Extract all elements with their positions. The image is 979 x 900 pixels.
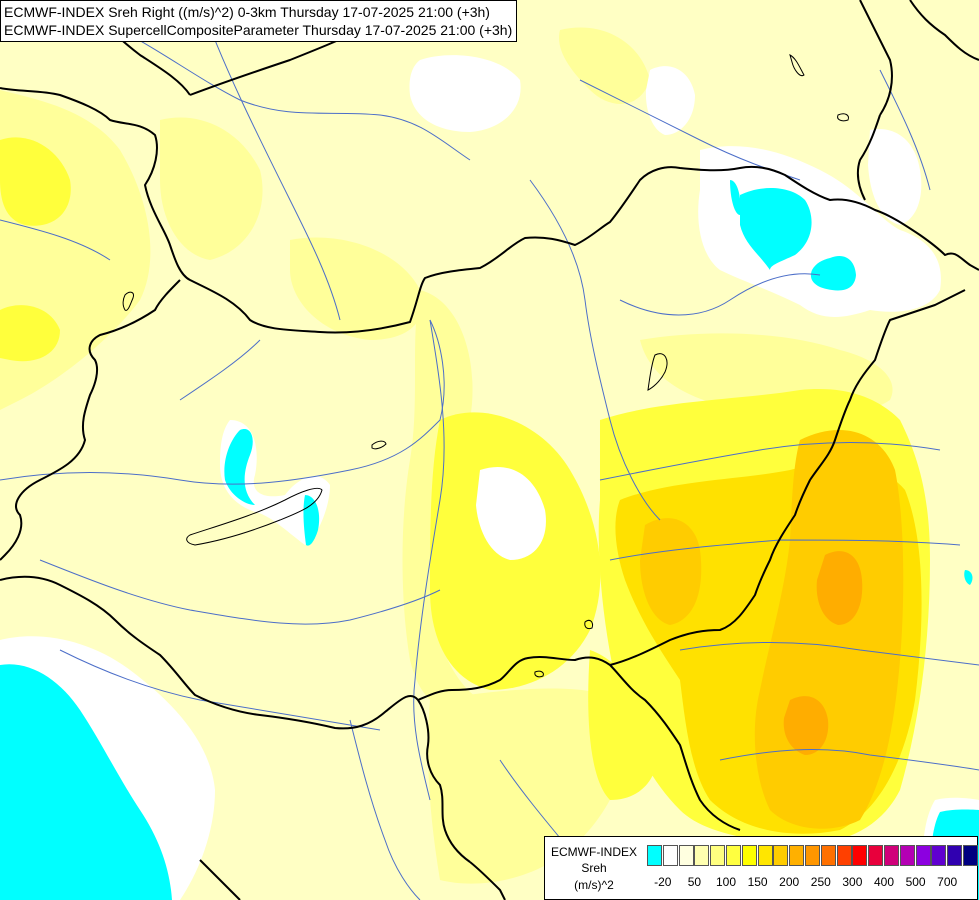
- header-line-1: ECMWF-INDEX Sreh Right ((m/s)^2) 0-3km T…: [4, 4, 490, 20]
- legend-swatch: [963, 845, 978, 866]
- legend-swatch: [884, 845, 899, 866]
- legend-swatch: [773, 845, 789, 866]
- color-legend: ECMWF-INDEX Sreh (m/s)^2 -20 50 100 150 200 2…: [544, 836, 978, 900]
- legend-swatch: [836, 845, 852, 866]
- legend-title-source: ECMWF-INDEX: [551, 845, 637, 859]
- legend-swatch: [741, 845, 757, 866]
- legend-swatch: [868, 845, 884, 866]
- legend-swatch: [789, 845, 805, 866]
- legend-title-parameter: Sreh: [581, 861, 607, 875]
- legend-swatch: [678, 845, 694, 866]
- legend-tick-label: 100: [715, 875, 737, 889]
- legend-title-unit: (m/s)^2: [574, 878, 614, 892]
- sreh-field-orange: [783, 551, 863, 755]
- legend-tick-label: 150: [747, 875, 768, 889]
- legend-swatch: [694, 845, 710, 866]
- legend-tick-label: 50: [687, 875, 702, 889]
- legend-swatch: [805, 845, 820, 866]
- legend-swatch: [757, 845, 773, 866]
- legend-swatch: [662, 845, 678, 866]
- legend-tick-label: 500: [905, 875, 926, 889]
- map-header: ECMWF-INDEX Sreh Right ((m/s)^2) 0-3km T…: [0, 0, 518, 42]
- lake-outlines: [122, 54, 849, 678]
- legend-swatch: [947, 845, 963, 866]
- legend-tick-label: -20: [654, 875, 672, 889]
- legend-tick-label: 250: [810, 875, 831, 889]
- legend-tick-label: 400: [873, 875, 895, 889]
- legend-tick-label: 200: [779, 875, 800, 889]
- legend-swatch: [710, 845, 726, 866]
- legend-swatch: [931, 845, 947, 866]
- legend-tick-label: 700: [937, 875, 958, 889]
- sreh-field-pale: [0, 27, 979, 900]
- legend-swatch: [915, 845, 931, 866]
- legend-tick-label: 300: [842, 875, 863, 889]
- header-line-2: ECMWF-INDEX SupercellCompositeParameter …: [4, 22, 513, 38]
- legend-swatch: [820, 845, 836, 866]
- legend-swatch: [647, 845, 662, 866]
- legend-swatch: [899, 845, 915, 866]
- legend-swatch: [852, 845, 868, 866]
- legend-swatch: [726, 845, 741, 866]
